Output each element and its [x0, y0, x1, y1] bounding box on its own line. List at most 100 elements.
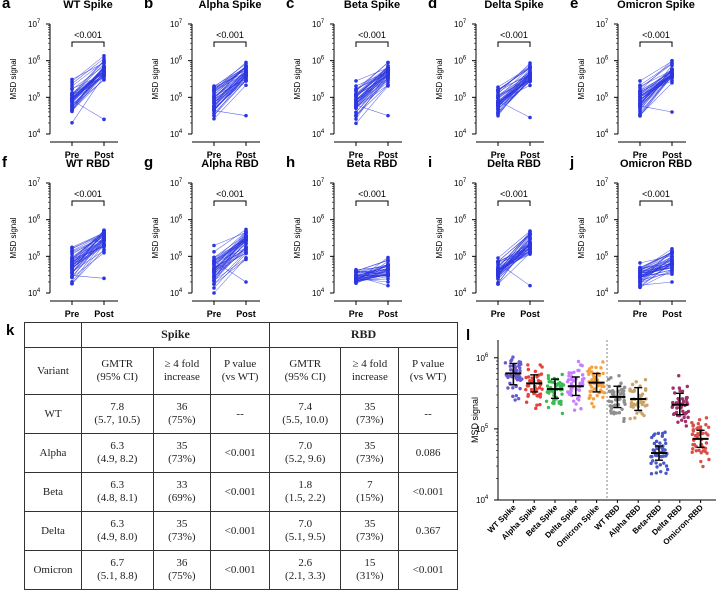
table-header-rbd-p: P value(vs WT): [399, 348, 458, 395]
l-point: [513, 398, 516, 401]
post-point: [244, 280, 248, 284]
significance-bracket: [214, 42, 246, 47]
x-tick-label-pre: Pre: [491, 309, 506, 319]
x-tick-label-pre: Pre: [65, 309, 80, 319]
l-point: [519, 361, 522, 364]
l-point: [569, 387, 572, 390]
l-point: [539, 395, 542, 398]
l-point: [535, 388, 538, 391]
pre-point: [496, 99, 500, 103]
l-point: [662, 455, 665, 458]
l-point: [692, 423, 695, 426]
table-cell: Alpha: [25, 434, 82, 473]
pre-point: [70, 104, 74, 108]
l-point: [684, 420, 687, 423]
y-tick-label: 104: [312, 129, 325, 139]
l-point: [622, 392, 625, 395]
table-corner: [25, 323, 82, 348]
l-point: [645, 404, 648, 407]
l-group: [545, 373, 565, 415]
y-tick-label: 107: [28, 19, 41, 29]
y-tick-label: 106: [28, 56, 41, 66]
y-tick-label: 104: [596, 129, 609, 139]
significance-bracket: [214, 201, 246, 206]
l-point: [623, 403, 626, 406]
table-cell: 6.3(4.9, 8.0): [82, 512, 154, 551]
l-point: [611, 389, 614, 392]
post-point: [386, 284, 390, 288]
l-point: [547, 406, 550, 409]
table-cell: 7.0(5.2, 9.6): [269, 434, 341, 473]
pre-point: [496, 105, 500, 109]
y-axis-label: MSD signal: [435, 217, 444, 258]
table-cell: 35(73%): [341, 395, 399, 434]
l-point: [612, 393, 615, 396]
pre-point: [212, 267, 216, 271]
l-point: [685, 424, 688, 427]
l-point: [682, 416, 685, 419]
y-tick-label: 106: [596, 215, 609, 225]
l-point: [644, 378, 647, 381]
y-tick-label: 104: [596, 288, 609, 298]
post-point: [528, 240, 532, 244]
post-point: [102, 277, 106, 281]
post-point: [102, 59, 106, 63]
l-point: [577, 360, 580, 363]
l-point: [546, 384, 549, 387]
l-point: [588, 394, 591, 397]
panel-letter: g: [144, 154, 153, 171]
l-point: [633, 416, 636, 419]
l-point: [511, 386, 514, 389]
pair-line: [72, 234, 104, 248]
post-point: [528, 66, 532, 70]
y-tick-label: 105: [596, 92, 609, 102]
table-cell: 7.8(5.7, 10.5): [82, 395, 154, 434]
post-point: [528, 243, 532, 247]
l-point: [659, 463, 662, 466]
l-point: [661, 435, 664, 438]
table-cell: 6.7(5.1, 8.8): [82, 551, 154, 590]
l-point: [691, 451, 694, 454]
significance-bracket: [72, 42, 104, 47]
table-cell: 0.367: [399, 512, 458, 551]
l-point: [706, 433, 709, 436]
l-point: [699, 460, 702, 463]
l-point: [607, 377, 610, 380]
post-point: [102, 228, 106, 232]
l-point: [579, 407, 582, 410]
y-tick-label: 106: [454, 56, 467, 66]
table-cell: <0.001: [211, 551, 270, 590]
pre-point: [212, 276, 216, 280]
l-point: [707, 458, 710, 461]
l-point: [618, 411, 621, 414]
x-tick-label-post: Post: [520, 309, 540, 319]
l-point: [665, 464, 668, 467]
l-point: [535, 375, 538, 378]
p-value-label: <0.001: [642, 189, 670, 199]
x-tick-label-post: Post: [378, 309, 398, 319]
table-cell: --: [211, 395, 270, 434]
l-point: [697, 449, 700, 452]
table-header-spike-p: P value(vs WT): [211, 348, 270, 395]
y-tick-label: 104: [170, 129, 183, 139]
post-point: [102, 245, 106, 249]
l-point: [681, 397, 684, 400]
l-point: [582, 377, 585, 380]
table-cell: <0.001: [399, 473, 458, 512]
post-point: [528, 251, 532, 255]
l-point: [592, 405, 595, 408]
l-point: [655, 465, 658, 468]
l-point: [601, 360, 604, 363]
x-tick-label-pre: Pre: [349, 309, 364, 319]
l-group: [524, 363, 544, 410]
post-point: [244, 251, 248, 255]
p-value-label: <0.001: [74, 189, 102, 199]
l-point: [675, 411, 678, 414]
l-point: [705, 441, 708, 444]
significance-bracket: [498, 42, 530, 47]
l-point: [567, 371, 570, 374]
